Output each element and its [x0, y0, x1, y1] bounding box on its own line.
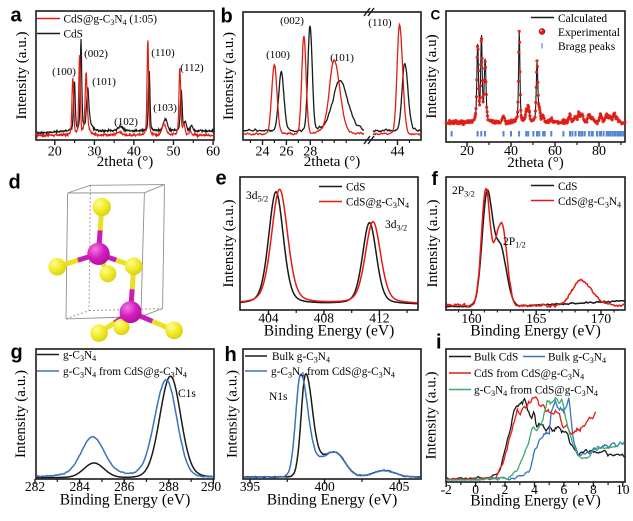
- svg-text:4: 4: [531, 482, 538, 497]
- svg-text:3d5/2​: 3d5/2​: [246, 190, 268, 204]
- svg-text:CdS@g-C3​N4​ (1:05): CdS@g-C3​N4​ (1:05): [64, 14, 158, 28]
- svg-text:Binding Energy (eV): Binding Energy (eV): [264, 323, 395, 340]
- svg-text:0: 0: [472, 482, 479, 497]
- svg-text:N1s: N1s: [269, 391, 288, 403]
- svg-text:g-C3​N4​: g-C3​N4​: [63, 350, 96, 364]
- svg-text:2theta (°): 2theta (°): [97, 154, 153, 170]
- svg-text:d: d: [9, 172, 21, 194]
- svg-text:60: 60: [548, 144, 562, 159]
- svg-text:(110): (110): [151, 47, 175, 59]
- svg-text:CdS: CdS: [64, 29, 83, 41]
- svg-text:Binding Energy (eV): Binding Energy (eV): [470, 323, 601, 340]
- svg-text:24: 24: [256, 145, 270, 160]
- svg-text:395: 395: [240, 479, 261, 494]
- svg-text:20: 20: [48, 145, 62, 160]
- svg-text:404: 404: [258, 310, 279, 325]
- svg-text:Bulk g-C3​N4​: Bulk g-C3​N4​: [548, 352, 606, 366]
- svg-text:h: h: [225, 344, 237, 366]
- svg-text:170: 170: [591, 311, 612, 326]
- svg-text:e: e: [216, 167, 227, 189]
- svg-text:Calculated: Calculated: [558, 13, 607, 25]
- svg-text:282: 282: [25, 479, 45, 494]
- svg-text:Intensity (a.u.): Intensity (a.u.): [14, 32, 30, 120]
- svg-text:Binding Energy (eV): Binding Energy (eV): [470, 493, 601, 510]
- svg-text:28: 28: [303, 145, 317, 160]
- svg-text:(100): (100): [52, 66, 76, 78]
- svg-text:405: 405: [389, 479, 410, 494]
- svg-text:30: 30: [87, 145, 101, 160]
- svg-text:286: 286: [114, 479, 135, 494]
- svg-text:(102): (102): [114, 116, 138, 128]
- svg-text:g: g: [11, 342, 23, 364]
- svg-text:Intensity (a.u.): Intensity (a.u.): [221, 200, 237, 288]
- svg-text:412: 412: [369, 310, 389, 325]
- svg-text:(100): (100): [266, 49, 290, 61]
- svg-text:Binding Energy (eV): Binding Energy (eV): [267, 492, 398, 509]
- svg-text:b: b: [221, 6, 233, 28]
- svg-text:Bulk CdS: Bulk CdS: [474, 352, 518, 364]
- svg-text:(101): (101): [92, 76, 116, 88]
- svg-text:Intensity (a.u.): Intensity (a.u.): [425, 200, 441, 288]
- svg-text:(103): (103): [153, 102, 177, 114]
- svg-text:Binding Energy (eV): Binding Energy (eV): [60, 492, 191, 509]
- svg-text:Intensity (a.u.): Intensity (a.u.): [13, 370, 29, 458]
- svg-text:8: 8: [590, 482, 597, 497]
- svg-text:44: 44: [391, 145, 405, 160]
- svg-text:26: 26: [279, 145, 293, 160]
- svg-text:C: C: [431, 8, 441, 23]
- svg-text:290: 290: [201, 479, 222, 494]
- svg-text:Bulk g-C3​N4​: Bulk g-C3​N4​: [272, 351, 330, 365]
- svg-text:Intensity (a.u.): Intensity (a.u.): [221, 32, 237, 120]
- svg-text:g-C3​N4​ from CdS@g-C3​N4​: g-C3​N4​ from CdS@g-C3​N4​: [271, 366, 395, 380]
- svg-text:g-C3​N4​ from CdS@g-C3​N4​: g-C3​N4​ from CdS@g-C3​N4​: [474, 385, 598, 399]
- svg-text:Intensity (a.u): Intensity (a.u): [424, 34, 440, 118]
- svg-text:20: 20: [460, 144, 474, 159]
- svg-text:10: 10: [616, 482, 630, 497]
- svg-text:80: 80: [592, 144, 606, 159]
- svg-text:40: 40: [127, 145, 141, 160]
- svg-text:400: 400: [314, 479, 335, 494]
- svg-text:(110): (110): [368, 17, 392, 29]
- svg-text:CdS: CdS: [558, 181, 577, 193]
- svg-text:165: 165: [526, 311, 547, 326]
- svg-text:a: a: [11, 5, 23, 27]
- svg-text:(112): (112): [180, 62, 204, 74]
- svg-text:2P1/2​: 2P1/2​: [503, 236, 526, 250]
- svg-text:Experimental: Experimental: [558, 27, 620, 39]
- svg-text:-2: -2: [441, 482, 452, 497]
- svg-text:CdS@g-C3​N4​: CdS@g-C3​N4​: [558, 196, 621, 210]
- svg-text:40: 40: [504, 144, 518, 159]
- svg-text:408: 408: [314, 310, 335, 325]
- svg-text:2theta (°): 2theta (°): [507, 155, 563, 171]
- svg-text:2theta (°): 2theta (°): [304, 154, 360, 170]
- svg-text:6: 6: [561, 482, 568, 497]
- svg-text:2: 2: [502, 482, 509, 497]
- svg-text:CdS from CdS@g-C3​N4​: CdS from CdS@g-C3​N4​: [474, 368, 584, 382]
- svg-text:(101): (101): [330, 52, 354, 64]
- svg-text:f: f: [432, 169, 439, 190]
- svg-text:288: 288: [159, 479, 180, 494]
- svg-text:284: 284: [69, 479, 90, 494]
- svg-text:(002): (002): [280, 15, 304, 27]
- svg-text:160: 160: [461, 311, 482, 326]
- svg-text:(002): (002): [84, 48, 108, 60]
- svg-text:60: 60: [206, 145, 220, 160]
- svg-text:50: 50: [167, 145, 181, 160]
- svg-text:Intensity (a.u.): Intensity (a.u.): [225, 370, 241, 458]
- svg-text:CdS: CdS: [346, 182, 365, 194]
- svg-text:Bragg peaks: Bragg peaks: [558, 41, 616, 53]
- svg-text:CdS@g-C3​N4​: CdS@g-C3​N4​: [346, 197, 409, 211]
- svg-text:Intensity (a.u.): Intensity (a.u.): [424, 372, 440, 460]
- svg-text:C1s: C1s: [178, 388, 196, 400]
- svg-text:i: i: [436, 332, 442, 354]
- svg-text:2P3/2​: 2P3/2​: [452, 185, 475, 199]
- svg-text:3d3/2​: 3d3/2​: [385, 219, 407, 233]
- svg-text:g-C3​N4​ from CdS@g-C3​N4​: g-C3​N4​ from CdS@g-C3​N4​: [63, 366, 187, 380]
